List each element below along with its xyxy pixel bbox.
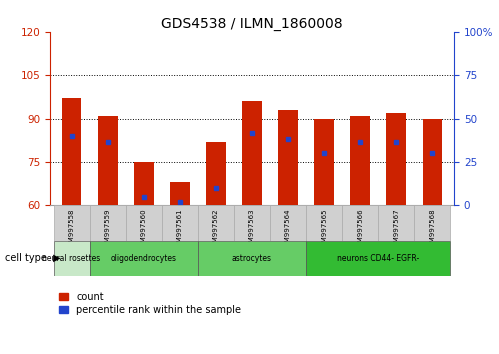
Text: GSM997560: GSM997560 bbox=[141, 209, 147, 251]
Text: GSM997564: GSM997564 bbox=[285, 209, 291, 251]
Text: GSM997559: GSM997559 bbox=[105, 209, 111, 251]
Text: neural rosettes: neural rosettes bbox=[42, 254, 101, 263]
Bar bbox=[198, 205, 234, 241]
Text: GSM997565: GSM997565 bbox=[321, 209, 327, 251]
Bar bbox=[350, 116, 370, 205]
Bar bbox=[314, 119, 334, 205]
Title: GDS4538 / ILMN_1860008: GDS4538 / ILMN_1860008 bbox=[161, 17, 343, 31]
Bar bbox=[162, 205, 198, 241]
Text: GSM997568: GSM997568 bbox=[430, 209, 436, 251]
Text: GSM997566: GSM997566 bbox=[357, 209, 363, 251]
Text: astrocytes: astrocytes bbox=[232, 254, 272, 263]
Bar bbox=[134, 162, 154, 205]
Text: GSM997561: GSM997561 bbox=[177, 209, 183, 251]
Bar bbox=[206, 142, 226, 205]
Bar bbox=[90, 241, 198, 276]
Text: oligodendrocytes: oligodendrocytes bbox=[111, 254, 177, 263]
Bar bbox=[98, 116, 118, 205]
Text: GSM997563: GSM997563 bbox=[249, 209, 255, 251]
Legend: count, percentile rank within the sample: count, percentile rank within the sample bbox=[55, 288, 245, 319]
Bar bbox=[53, 205, 90, 241]
Text: cell type  ▶: cell type ▶ bbox=[5, 253, 60, 263]
Bar bbox=[90, 205, 126, 241]
Bar bbox=[170, 182, 190, 205]
Text: GSM997558: GSM997558 bbox=[68, 209, 74, 251]
Bar bbox=[234, 205, 270, 241]
Bar bbox=[126, 205, 162, 241]
Bar bbox=[62, 98, 81, 205]
Text: GSM997567: GSM997567 bbox=[393, 209, 399, 251]
Bar bbox=[342, 205, 378, 241]
Bar bbox=[270, 205, 306, 241]
Bar bbox=[414, 205, 451, 241]
Bar bbox=[53, 241, 90, 276]
Bar bbox=[306, 205, 342, 241]
Bar bbox=[278, 110, 298, 205]
Bar bbox=[378, 205, 414, 241]
Text: GSM997562: GSM997562 bbox=[213, 209, 219, 251]
Bar bbox=[423, 119, 442, 205]
Text: neurons CD44- EGFR-: neurons CD44- EGFR- bbox=[337, 254, 420, 263]
Bar bbox=[386, 113, 406, 205]
Bar bbox=[306, 241, 451, 276]
Bar bbox=[242, 101, 262, 205]
Bar bbox=[198, 241, 306, 276]
